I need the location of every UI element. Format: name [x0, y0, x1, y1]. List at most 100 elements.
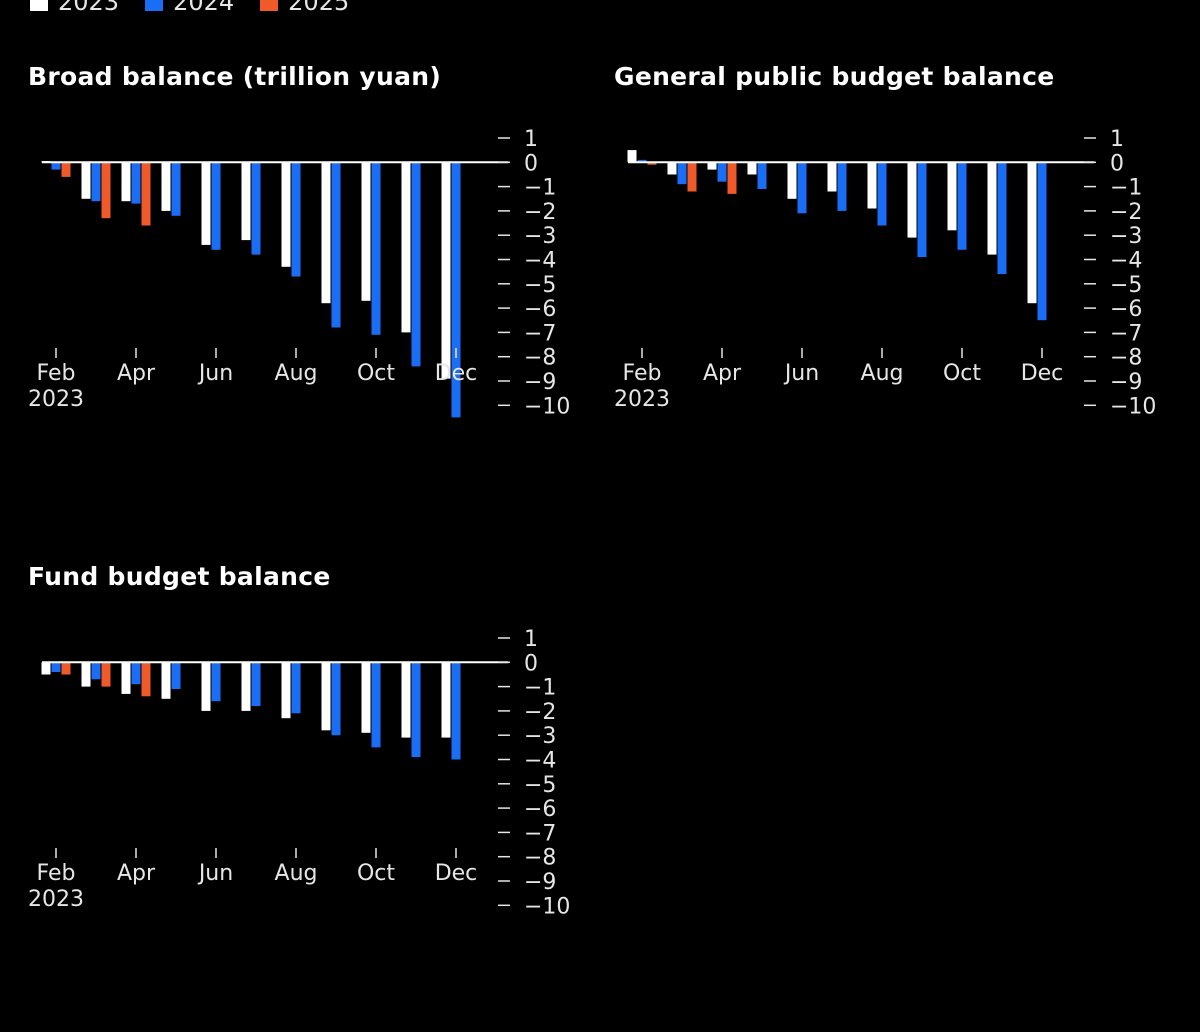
- bar-2023-nov: [401, 662, 411, 738]
- x-tick-label-apr: Apr: [117, 361, 156, 386]
- bar-2024-aug: [877, 162, 887, 226]
- legend-swatch-2023: [30, 0, 48, 11]
- broad-balance-title: Broad balance (trillion yuan): [28, 62, 442, 91]
- bar-2025-mar: [101, 162, 111, 219]
- y-tick-label: 0: [1110, 151, 1124, 176]
- bar-2023-jun: [201, 662, 211, 711]
- bar-2024-jul: [837, 162, 847, 211]
- bar-2023-apr: [121, 162, 131, 202]
- x-tick-label-feb: Feb: [37, 361, 76, 386]
- bar-2024-sep: [331, 162, 341, 328]
- x-tick-label-jun: Jun: [783, 361, 819, 386]
- x-tick-label-feb: Feb: [623, 361, 662, 386]
- bar-2024-mar: [677, 162, 687, 185]
- general-budget-chart: 10−1−2−3−4−5−6−7−8−9−10 Feb Apr Jun Aug Oct De…: [614, 127, 1156, 419]
- bar-2023-oct: [361, 662, 371, 733]
- bar-2023-mar: [667, 162, 677, 175]
- y-tick-label: −5: [1110, 273, 1142, 298]
- bar-2023-mar: [81, 162, 91, 199]
- bar-2023-sep: [907, 162, 917, 238]
- y-tick-label: −8: [1110, 346, 1142, 371]
- bar-2024-may: [171, 162, 181, 216]
- y-tick-label: −7: [1110, 321, 1142, 346]
- bar-2024-jun: [797, 162, 807, 214]
- bar-2024-may: [757, 162, 767, 189]
- y-tick-label: −4: [524, 749, 556, 774]
- y-tick-label: −1: [524, 676, 556, 701]
- x-tick-label-oct: Oct: [357, 861, 395, 886]
- x-tick-label-jun: Jun: [197, 361, 233, 386]
- y-tick-label: −6: [524, 797, 556, 822]
- bar-2024-feb: [637, 159, 647, 163]
- x-tick-label-dec: Dec: [435, 861, 478, 886]
- bar-2023-jun: [201, 162, 211, 245]
- bar-2024-jul: [251, 162, 261, 255]
- general-budget-panel: General public budget balance 1 0 −1 −2 −3 −4…: [614, 62, 1174, 532]
- bar-2024-oct: [371, 162, 381, 335]
- bar-2024-dec: [451, 662, 461, 760]
- bar-2024-jun: [211, 662, 221, 702]
- bar-2025-apr: [141, 662, 151, 697]
- y-tick-label: 1: [524, 627, 538, 652]
- bar-2023-apr: [707, 162, 717, 170]
- bar-2024-feb: [51, 162, 61, 170]
- bar-2024-apr: [131, 162, 141, 204]
- bar-2025-feb: [647, 162, 657, 165]
- bar-2023-nov: [401, 162, 411, 333]
- bar-2023-apr: [121, 662, 131, 694]
- y-tick-label: −10: [1110, 394, 1156, 419]
- y-tick-label: 0: [524, 651, 538, 676]
- x-tick-label-aug: Aug: [275, 361, 318, 386]
- bar-2023-feb: [627, 150, 637, 163]
- bar-2024-jun: [211, 162, 221, 250]
- y-tick-label: −5: [524, 273, 556, 298]
- bar-2025-apr: [727, 162, 737, 194]
- bar-2023-sep: [321, 662, 331, 731]
- y-tick-label: −7: [524, 321, 556, 346]
- legend-item-2024: 2024: [145, 0, 234, 16]
- y-tick-label: −3: [1110, 224, 1142, 249]
- broad-balance-panel: Broad balance (trillion yuan) 1 0 −1 −2 −3 −4…: [28, 62, 588, 532]
- y-tick-label: −6: [524, 297, 556, 322]
- y-tick-label: −4: [1110, 249, 1142, 274]
- y-tick-label: −4: [524, 249, 556, 274]
- broad-balance-chart: 10−1−2−3−4−5−6−7−8−9−10 Feb Apr Jun Aug Oct De…: [28, 127, 570, 419]
- bar-2023-jun: [787, 162, 797, 199]
- legend-item-2023: 2023: [30, 0, 119, 16]
- y-tick-label: −6: [1110, 297, 1142, 322]
- bar-2023-jul: [241, 162, 251, 241]
- y-tick-label: 1: [1110, 127, 1124, 152]
- y-tick-label: −2: [524, 200, 556, 225]
- y-tick-label: −2: [524, 700, 556, 725]
- bar-2023-feb: [41, 662, 51, 675]
- y-tick-label: −10: [524, 394, 570, 419]
- fund-budget-title: Fund budget balance: [28, 562, 331, 591]
- y-tick-label: −3: [524, 724, 556, 749]
- x-year-label: 2023: [28, 387, 84, 412]
- x-tick-label-jun: Jun: [197, 861, 233, 886]
- legend-item-2025: 2025: [260, 0, 349, 16]
- y-tick-label: −9: [524, 870, 556, 895]
- y-tick-label: −5: [524, 773, 556, 798]
- bar-2023-jul: [827, 162, 837, 192]
- bar-2024-apr: [717, 162, 727, 182]
- y-tick-label: −1: [524, 176, 556, 201]
- bar-2023-jul: [241, 662, 251, 711]
- bar-2023-aug: [867, 162, 877, 209]
- bar-2025-feb: [61, 162, 71, 177]
- bar-2024-nov: [411, 662, 421, 758]
- bar-2024-oct: [957, 162, 967, 250]
- x-tick-label-feb: Feb: [37, 861, 76, 886]
- bar-2024-oct: [371, 662, 381, 748]
- x-year-label: 2023: [28, 887, 84, 912]
- y-tick-label: −9: [1110, 370, 1142, 395]
- bar-2023-oct: [947, 162, 957, 231]
- chart-legend: 2023 2024 2025: [30, 0, 375, 16]
- y-tick-label: −8: [524, 346, 556, 371]
- bar-2024-dec: [1037, 162, 1047, 321]
- bar-2025-mar: [687, 162, 697, 192]
- bar-2023-aug: [281, 662, 291, 719]
- bar-2024-aug: [291, 662, 301, 714]
- bar-2024-mar: [91, 162, 101, 202]
- bar-2023-oct: [361, 162, 371, 301]
